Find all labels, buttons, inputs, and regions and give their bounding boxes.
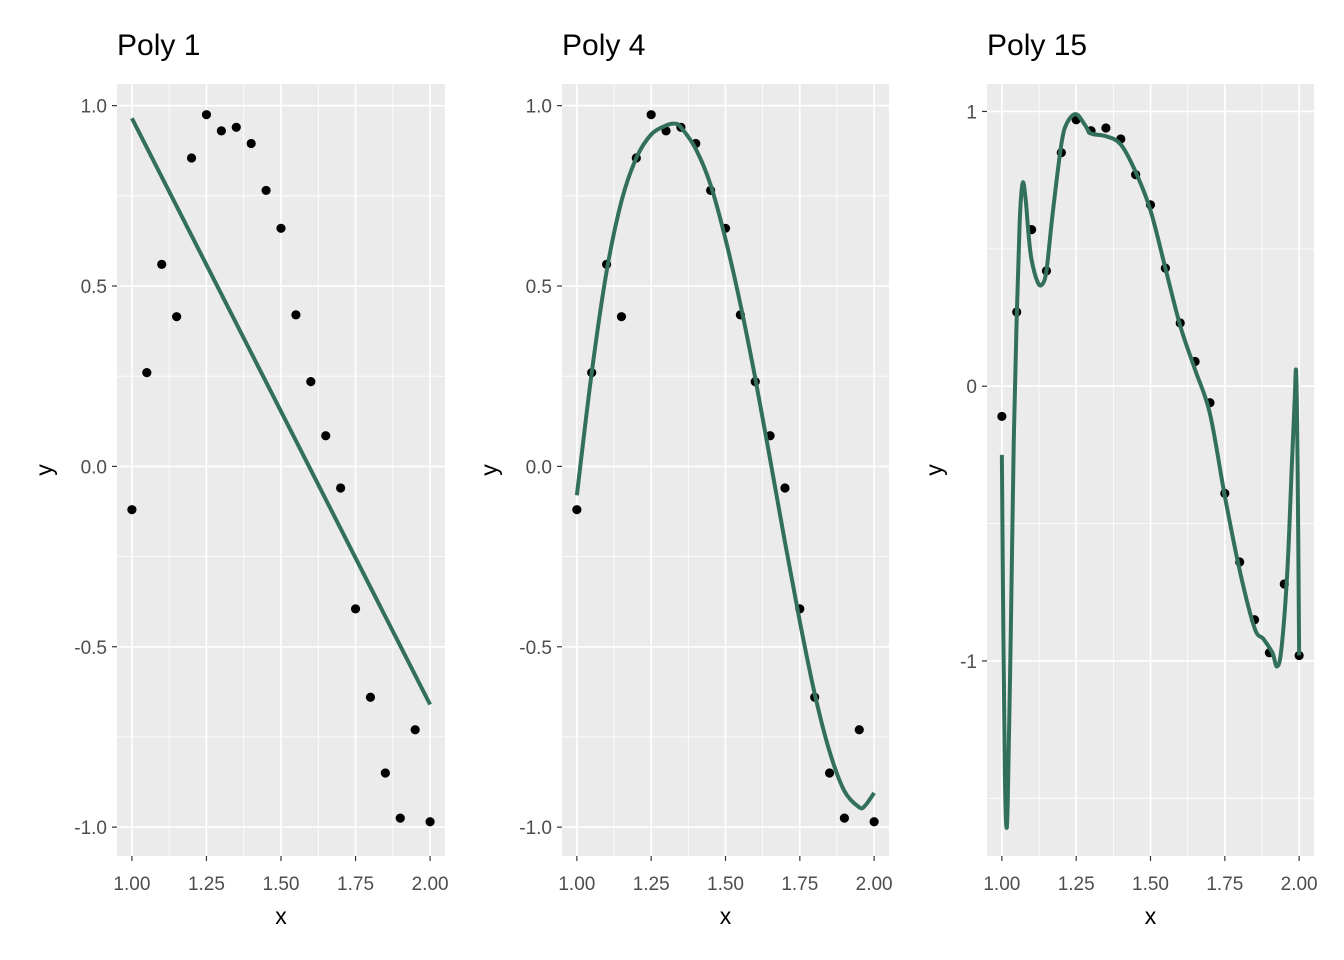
data-point: [854, 725, 864, 735]
x-tick-label: 2.00: [412, 874, 449, 895]
data-point: [616, 312, 627, 322]
data-point: [201, 110, 212, 120]
data-point: [172, 312, 182, 322]
data-point: [395, 813, 405, 823]
y-tick-label: 0.5: [526, 277, 552, 298]
data-point: [142, 367, 152, 378]
x-tick-label: 1.75: [781, 874, 818, 895]
x-tick-label: 1.25: [1058, 874, 1095, 895]
x-axis-title: x: [720, 903, 732, 929]
data-point: [997, 411, 1007, 422]
x-tick-label: 1.50: [263, 874, 300, 895]
data-point: [127, 505, 137, 515]
data-point: [869, 817, 879, 827]
y-axis-title: y: [476, 464, 502, 476]
y-tick-label: 1.0: [526, 97, 552, 118]
data-point: [1101, 123, 1111, 133]
x-tick-label: 1.25: [188, 874, 225, 895]
data-point: [350, 604, 361, 614]
data-point: [839, 813, 850, 823]
data-point: [410, 725, 420, 735]
data-point: [824, 768, 835, 778]
data-point: [365, 692, 376, 702]
y-tick-label: -0.5: [519, 638, 552, 659]
y-tick-label: -0.5: [74, 638, 107, 659]
y-axis-title: y: [31, 464, 57, 476]
x-tick-label: 2.00: [856, 874, 893, 895]
panel-1: Poly 1 1.00 1.25 1.50 1.75 2.00 -1.0 -0.5 0.0 0.5…: [31, 29, 449, 929]
fit-line: [574, 121, 876, 811]
y-tick-label: -1.0: [74, 818, 107, 839]
y-axis-title: y: [921, 464, 947, 476]
y-tick-label: 0: [966, 377, 977, 398]
y-tick-label: -1.0: [519, 818, 552, 839]
data-point: [380, 768, 390, 778]
panel-3: Poly 15 1.00 1.25 1.50 1.75 2.00 -1 0 1 x y: [921, 29, 1318, 929]
data-point: [780, 483, 790, 493]
data-point: [276, 223, 286, 233]
data-point: [291, 310, 301, 320]
data-point: [646, 110, 656, 120]
data-point: [231, 122, 241, 132]
data-point: [321, 431, 331, 441]
data-point: [306, 377, 316, 387]
x-tick-label: 2.00: [1281, 874, 1318, 895]
y-tick-label: 0.0: [526, 457, 552, 478]
panel-title: Poly 1: [117, 29, 200, 62]
y-tick-label: -1: [960, 652, 977, 673]
points-layer: [127, 110, 435, 827]
data-point: [246, 138, 256, 149]
data-point: [572, 505, 582, 515]
x-tick-label: 1.00: [983, 874, 1020, 895]
data-point: [186, 153, 197, 163]
y-tick-label: 1.0: [81, 97, 107, 118]
panel-title: Poly 15: [987, 29, 1087, 62]
x-tick-label: 1.50: [1132, 874, 1169, 895]
fit-line: [999, 112, 1302, 830]
data-point: [261, 185, 271, 196]
fit-line: [130, 117, 432, 706]
y-tick-label: 0.0: [81, 457, 107, 478]
x-tick-label: 1.25: [633, 874, 670, 895]
x-axis-title: x: [1145, 903, 1157, 929]
x-tick-label: 1.75: [337, 874, 374, 895]
panel-2: Poly 4 1.00 1.25 1.50 1.75 2.00 -1.0 -0.5 0.0 0.5…: [476, 29, 893, 929]
data-point: [336, 483, 346, 493]
data-point: [157, 259, 167, 269]
y-tick-label: 1: [966, 102, 977, 123]
x-tick-label: 1.00: [558, 874, 595, 895]
x-tick-label: 1.50: [707, 874, 744, 895]
x-tick-label: 1.00: [113, 874, 150, 895]
x-tick-label: 1.75: [1206, 874, 1243, 895]
x-axis-title: x: [275, 903, 287, 929]
panel-title: Poly 4: [562, 29, 645, 62]
data-point: [216, 126, 226, 136]
data-point: [425, 817, 435, 827]
y-tick-label: 0.5: [81, 277, 107, 298]
